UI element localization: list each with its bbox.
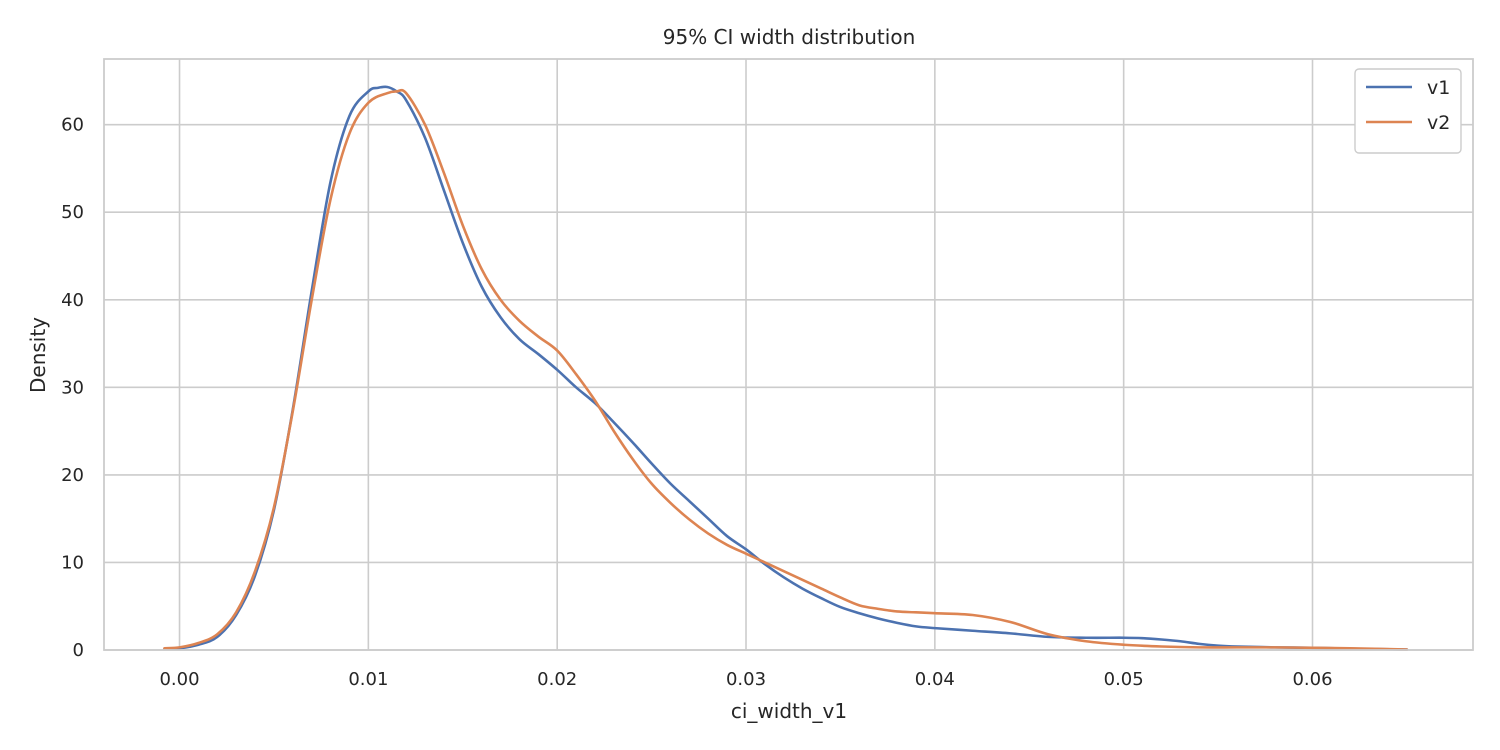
legend: v1 v2 — [1354, 68, 1462, 154]
x-tick-label: 0.06 — [1292, 669, 1332, 690]
y-tick-label: 20 — [61, 465, 84, 486]
legend-label: v2 — [1427, 112, 1450, 134]
x-tick-label: 0.04 — [915, 669, 955, 690]
y-tick-label: 0 — [73, 640, 84, 661]
series-line-v2 — [163, 88, 1409, 651]
series-line-v1 — [163, 85, 1409, 651]
x-axis-label: ci_width_v1 — [731, 699, 847, 723]
chart-title: 95% CI width distribution — [663, 25, 916, 49]
x-tick-label: 0.05 — [1104, 669, 1144, 690]
legend-label: v1 — [1427, 77, 1450, 99]
y-axis-label: Density — [26, 317, 50, 393]
y-tick-label: 10 — [61, 552, 84, 573]
x-tick-label: 0.02 — [537, 669, 577, 690]
y-tick-label: 50 — [61, 202, 84, 223]
x-tick-label: 0.01 — [348, 669, 388, 690]
legend-box — [1354, 68, 1462, 154]
x-tick-label: 0.03 — [726, 669, 766, 690]
y-tick-label: 30 — [61, 377, 84, 398]
y-tick-label: 40 — [61, 290, 84, 311]
grid — [104, 59, 1473, 651]
plot-frame — [103, 58, 1474, 651]
y-tick-label: 60 — [61, 115, 84, 136]
tick-labels: 0.00 0.01 0.02 0.03 0.04 0.05 0.06 0 10 20 30 40 50 6… — [61, 115, 1332, 690]
plot-lines — [163, 85, 1409, 651]
x-tick-label: 0.00 — [159, 669, 199, 690]
